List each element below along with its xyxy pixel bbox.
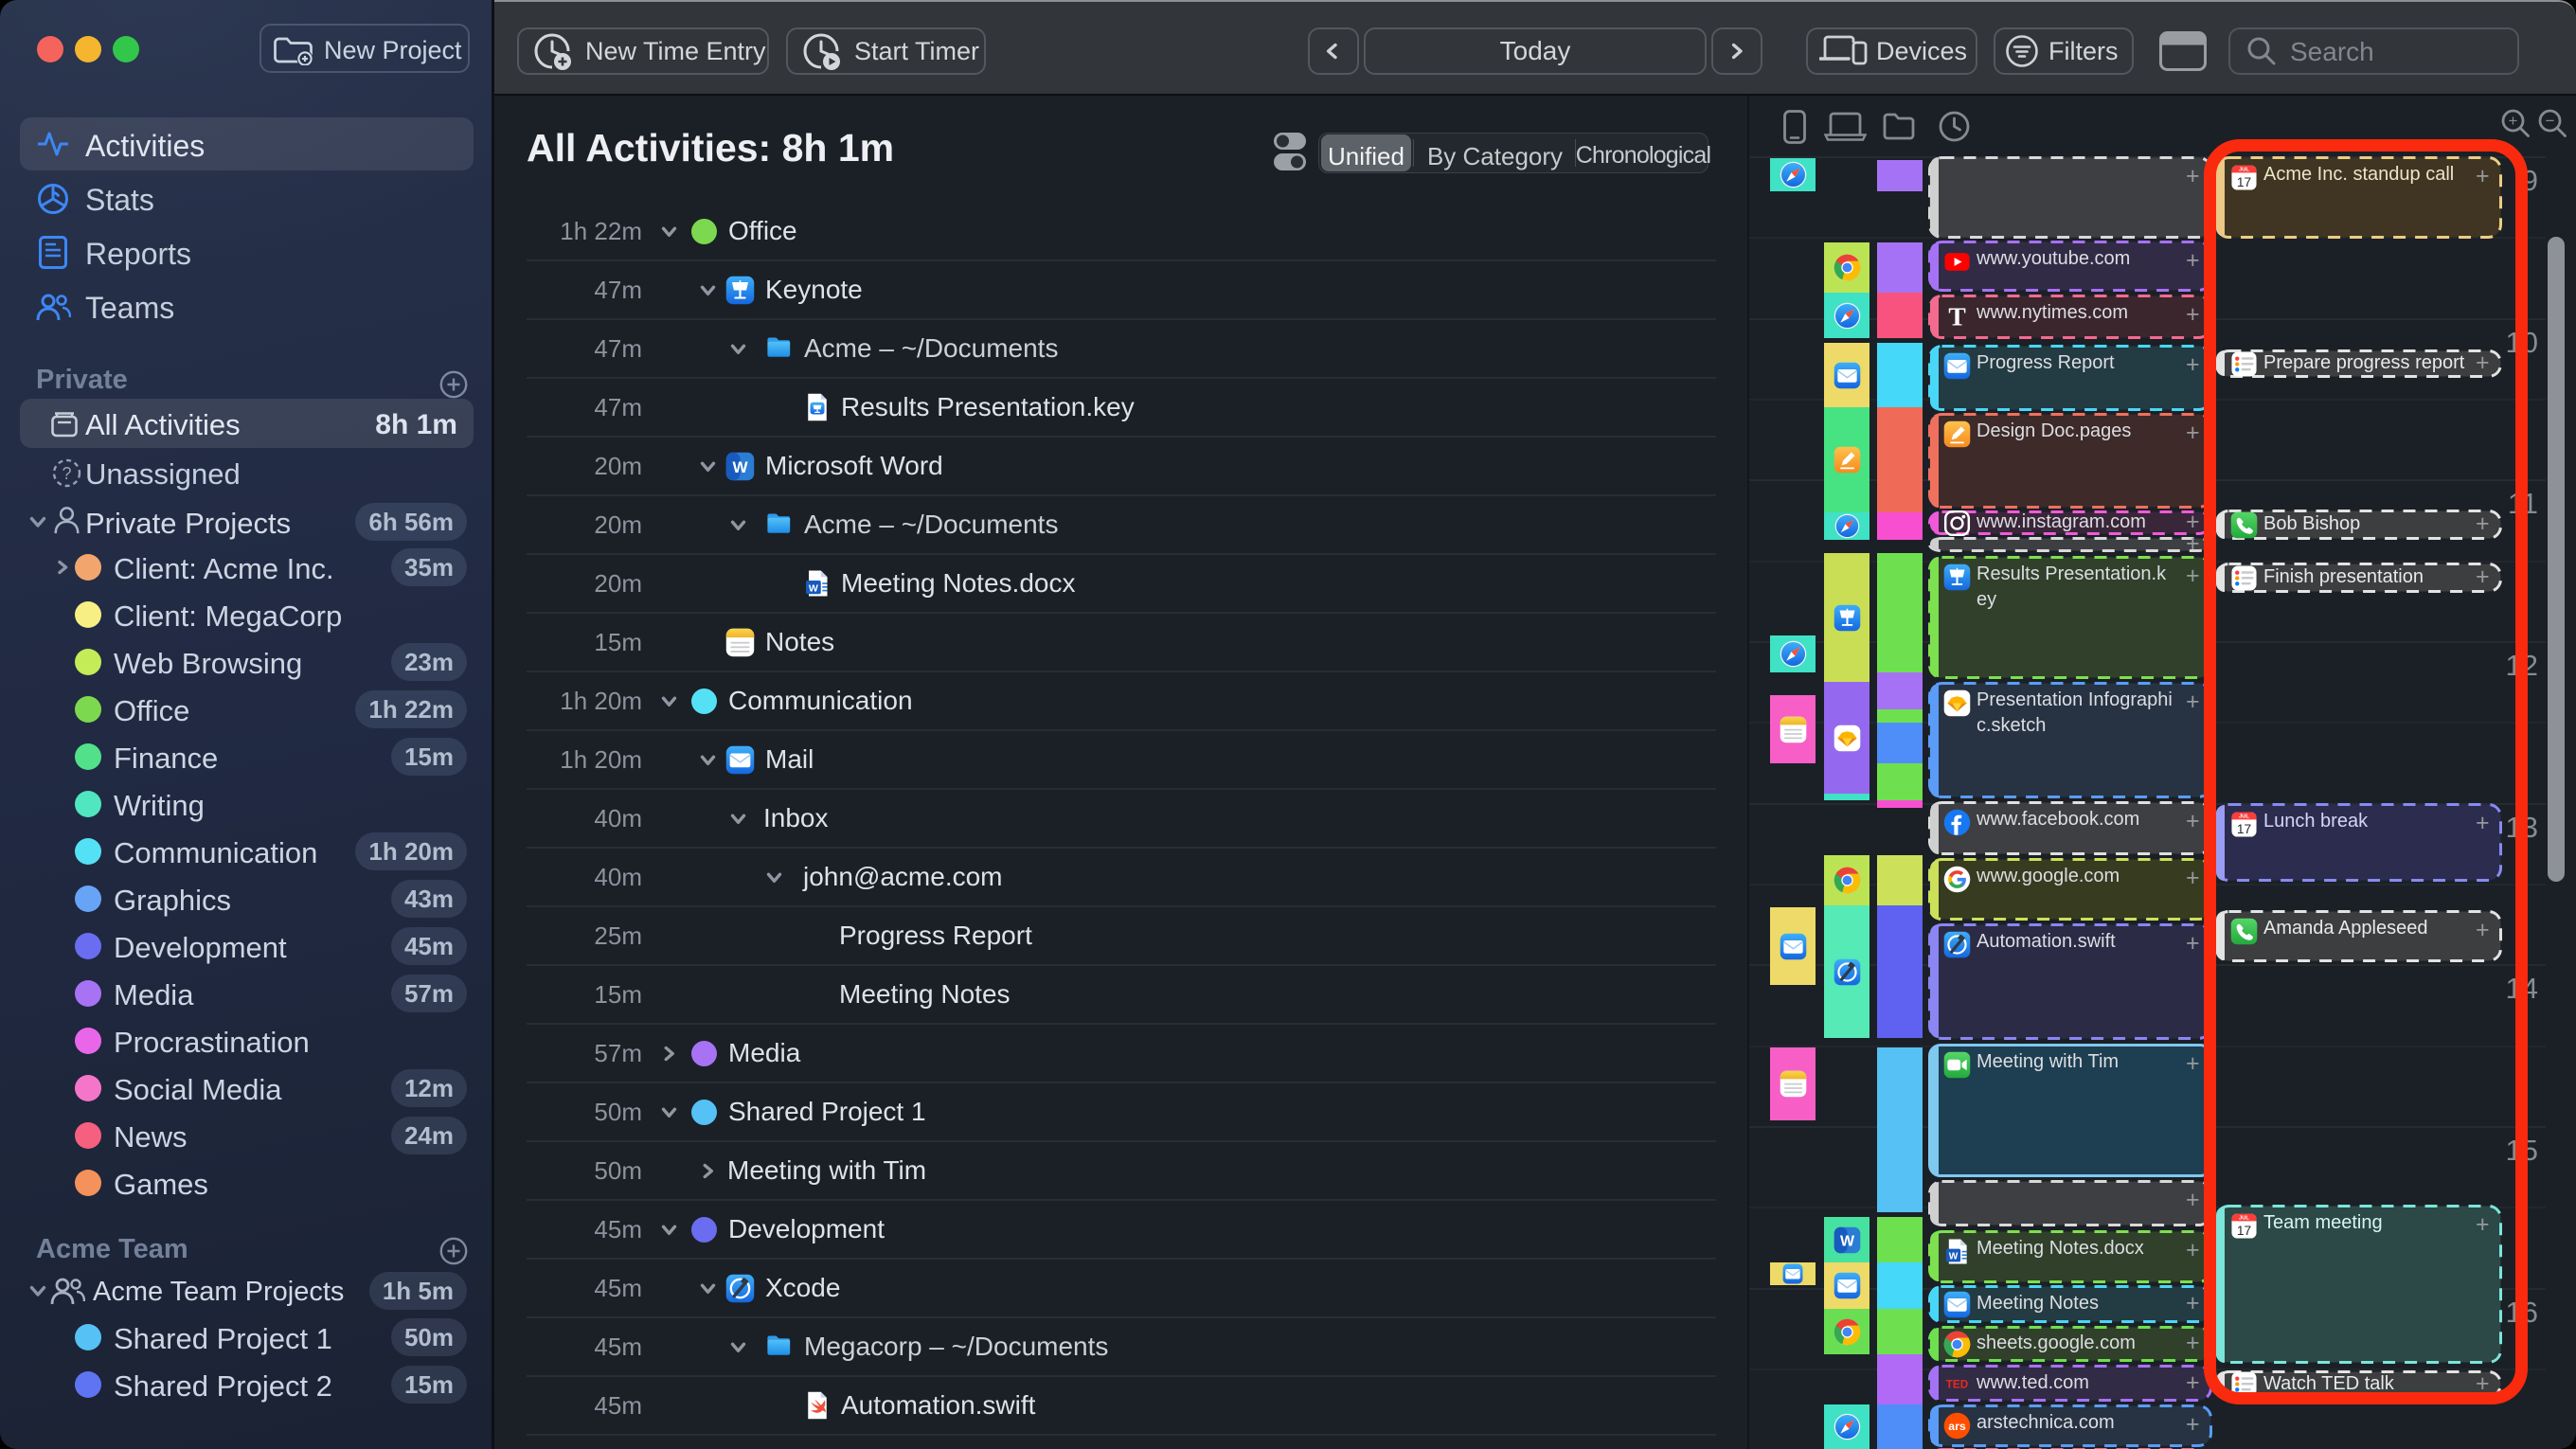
- svg-text:−: −: [2546, 112, 2555, 130]
- svg-text:+: +: [2509, 112, 2518, 130]
- svg-text:?: ?: [62, 464, 71, 483]
